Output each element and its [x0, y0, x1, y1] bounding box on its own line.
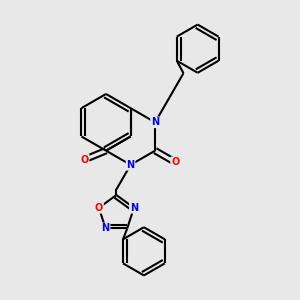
- Text: O: O: [95, 203, 103, 213]
- Text: O: O: [171, 157, 179, 167]
- Text: O: O: [80, 154, 89, 164]
- Text: N: N: [130, 203, 138, 213]
- Text: N: N: [151, 117, 159, 127]
- Text: N: N: [101, 224, 110, 233]
- Text: N: N: [127, 160, 135, 170]
